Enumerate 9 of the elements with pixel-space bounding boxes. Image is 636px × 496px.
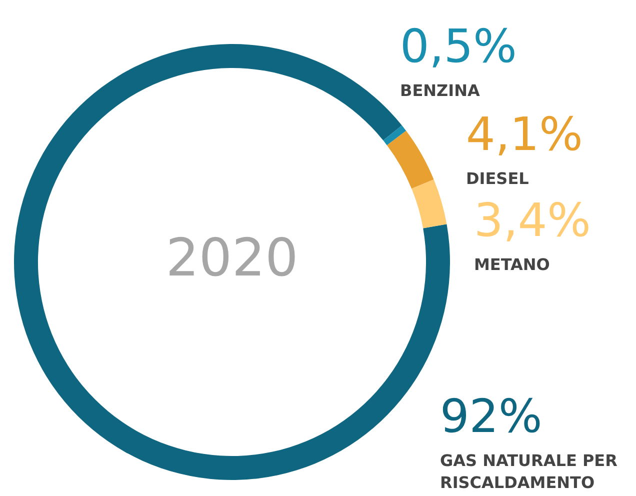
data-label: 3,4% [474, 193, 591, 247]
slice-label: GAS NATURALE PER RISCALDAMENTO [440, 451, 618, 492]
slice-label: BENZINA [400, 81, 480, 100]
slice-label: METANO [474, 255, 550, 274]
data-label: 92% [440, 389, 542, 443]
data-label: 0,5% [400, 19, 517, 73]
slice-label: DIESEL [466, 169, 529, 188]
data-label: 4,1% [466, 107, 583, 161]
text: 2020 [166, 228, 298, 289]
